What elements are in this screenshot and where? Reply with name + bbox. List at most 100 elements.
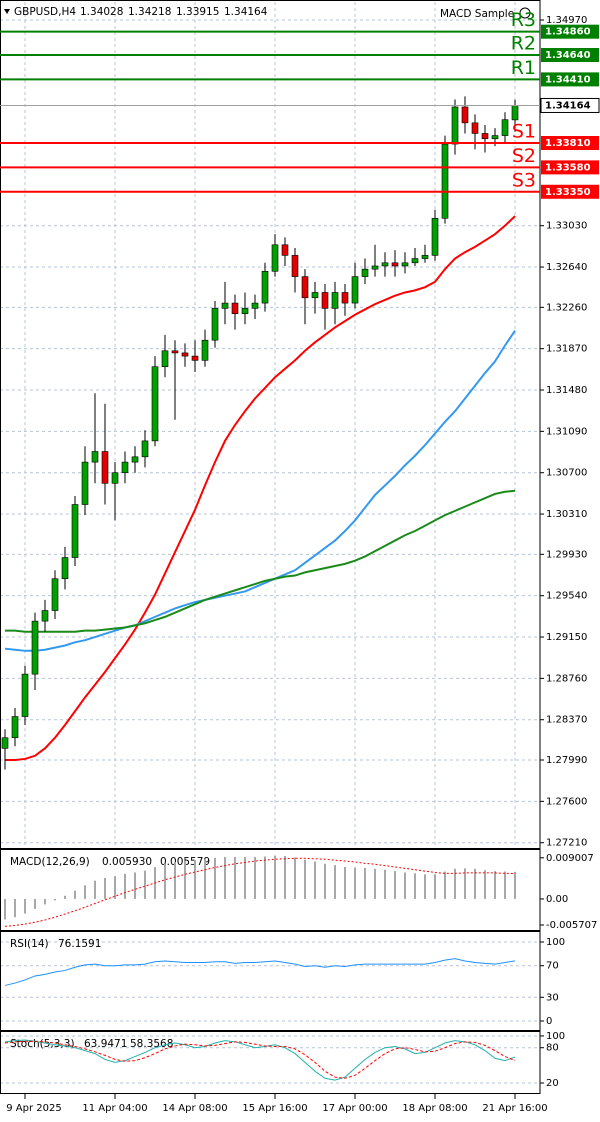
macd-header-value: 0.005930 [102,856,152,868]
level-price: 1.33810 [545,138,591,149]
candle-body [491,135,499,140]
level-name: R2 [511,33,536,55]
candle-body [161,350,169,367]
panel-frame [0,1031,541,1094]
candle-body [501,119,509,136]
candle-body [21,673,29,717]
level-price-box [541,48,599,63]
x-tick-label: 14 Apr 08:00 [162,1103,227,1114]
y-tick-label: 1.32260 [546,302,587,313]
candle-body [291,255,299,277]
panel-frame [0,0,541,849]
candle-body [131,456,139,463]
stoch-header-value: 58.3568 [130,1038,173,1050]
level-price-box [541,160,599,175]
candle-body [111,472,119,484]
candle-body [361,268,369,277]
y-tick-label: 20 [546,1078,559,1089]
last-close: 1.34164 [224,6,268,18]
moving-average [4,330,516,652]
rsi-line [4,958,516,986]
current-price: 1.34164 [545,100,591,111]
candle-body [451,106,459,145]
y-tick-label: 1.31480 [546,385,587,396]
level-name: S2 [512,145,536,167]
candle-body [261,270,269,304]
candle-body [151,366,159,442]
x-tick-label: 15 Apr 16:00 [242,1103,307,1114]
candle-body [511,105,519,121]
current-price-box [540,97,600,113]
level-price: 1.34860 [545,27,591,38]
candle-body [1,737,9,749]
last-open: 1.34028 [80,6,123,18]
candle-body [61,557,69,580]
y-tick-label: 1.27990 [546,755,587,766]
candle-body [231,302,239,314]
level-price: 1.34640 [545,50,591,61]
candle-body [311,292,319,299]
candle-body [351,276,359,304]
y-tick-label: 1.27210 [546,838,587,849]
y-tick-label: 1.29150 [546,632,587,643]
y-tick-label: 0.009007 [546,853,594,864]
y-tick-label: 1.29540 [546,591,587,602]
stoch-line [4,1039,516,1081]
candle-body [141,440,149,458]
y-tick-label: 1.34970 [546,15,587,26]
candle-body [371,265,379,270]
y-tick-label: 0.00 [546,894,568,905]
y-tick-label: 1.27600 [546,796,587,807]
y-tick-label: 100 [546,937,565,948]
level-price-box [541,72,599,87]
level-price-box [541,136,599,150]
y-tick-label: 1.33030 [546,221,587,232]
candle-body [241,308,249,314]
menu-arrow [4,9,10,14]
level-name: S3 [512,169,536,191]
last-high: 1.34218 [128,6,171,18]
candle-body [401,262,409,267]
x-tick-label: 11 Apr 04:00 [82,1103,147,1114]
candle-body [251,302,259,309]
symbol-title: GBPUSD,H4 [14,6,76,18]
level-name: R3 [511,9,536,31]
candle-body [71,504,79,558]
candle-body [421,255,429,259]
level-name: R1 [511,57,536,79]
candle-body [321,292,329,309]
y-tick-label: -0.005707 [546,920,597,931]
last-low: 1.33915 [176,6,219,18]
expert-name: MACD Sample [440,8,514,20]
moving-average [5,489,516,633]
y-tick-label: 1.30700 [546,468,587,479]
candle-body [171,350,179,354]
candle-body [211,308,219,341]
y-tick-label: 1.30310 [546,509,587,520]
candle-body [431,217,439,256]
candle-body [411,258,419,264]
x-tick-label: 9 Apr 2025 [6,1103,61,1114]
macd-title: MACD(12,26,9) [10,856,90,868]
level-price: 1.33580 [545,162,591,173]
y-tick-label: 1.31090 [546,426,587,437]
level-price-box [541,24,599,39]
panel-frame [0,849,541,931]
candle-body [341,292,349,304]
stoch-line [4,1040,516,1079]
candle-body [51,578,59,611]
candle-body [201,339,209,361]
candle-body [391,262,399,267]
x-tick-label: 17 Apr 00:00 [322,1103,387,1114]
y-tick-label: 0 [546,1016,552,1027]
rsi-header-value: 76.1591 [58,938,101,950]
expert-icon [519,7,531,19]
level-price: 1.34410 [545,74,591,85]
y-tick-label: 100 [546,1031,565,1042]
y-tick-label: 80 [546,1043,559,1054]
moving-average [5,215,516,762]
candle-body [331,292,339,309]
level-name: S1 [512,121,536,143]
candle-body [11,716,19,739]
signal-line [4,857,516,927]
